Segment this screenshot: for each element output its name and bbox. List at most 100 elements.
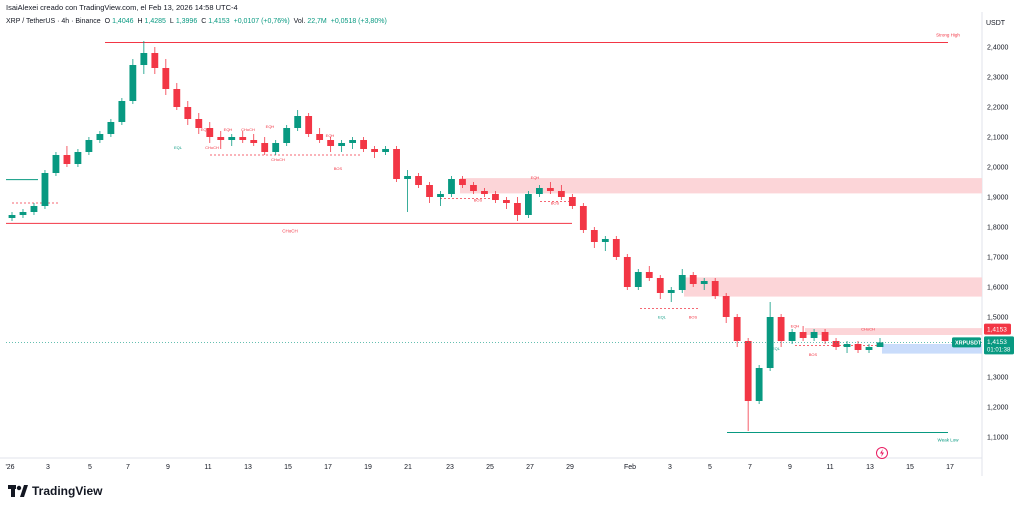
price-tick-label: 1,9000 bbox=[987, 195, 1009, 202]
candle-body bbox=[250, 140, 258, 143]
candle-body bbox=[8, 215, 16, 218]
time-tick-label: 13 bbox=[866, 464, 874, 471]
candle-body bbox=[437, 194, 444, 197]
candle-body bbox=[327, 140, 335, 146]
structure-label: EQL bbox=[658, 315, 667, 320]
time-tick-label: 19 bbox=[364, 464, 372, 471]
level-label: CHoCH bbox=[282, 228, 298, 233]
supply-zone bbox=[805, 328, 982, 335]
structure-label: CHoCH bbox=[205, 145, 219, 150]
candle-body bbox=[854, 344, 862, 350]
candle-body bbox=[788, 332, 796, 341]
volume-change: +0,0518 (+3,80%) bbox=[330, 18, 387, 25]
structure-label: EQH bbox=[224, 127, 233, 132]
candle-body bbox=[195, 119, 203, 128]
candle-body bbox=[810, 332, 818, 338]
structure-label: BOS bbox=[809, 352, 818, 357]
candle-body bbox=[667, 290, 675, 293]
candle-body bbox=[41, 173, 49, 206]
candle-body bbox=[184, 107, 192, 119]
candle-body bbox=[294, 116, 302, 128]
volume-value: 22,7M bbox=[307, 18, 327, 25]
candle-body bbox=[459, 179, 466, 185]
ohlc-low-label: L bbox=[169, 18, 174, 25]
symbol-tag bbox=[952, 337, 981, 348]
level-label: Weak Low bbox=[938, 438, 960, 443]
time-tick-label: 29 bbox=[566, 464, 574, 471]
structure-label: EQL bbox=[772, 346, 781, 351]
structure-label: EQH bbox=[326, 133, 335, 138]
candle-body bbox=[568, 197, 576, 206]
price-tick-label: 1,6000 bbox=[987, 285, 1009, 292]
candle-body bbox=[151, 53, 159, 68]
candle-body bbox=[755, 368, 763, 401]
price-tick-label: 1,2000 bbox=[987, 405, 1009, 412]
structure-label: CHoCH bbox=[861, 327, 875, 332]
supply-zone bbox=[684, 277, 982, 297]
time-tick-label: 13 bbox=[244, 464, 252, 471]
candle-body bbox=[711, 281, 719, 296]
symbol-title[interactable]: XRP / TetherUS · 4h · Binance bbox=[6, 18, 101, 25]
structure-label: BOS bbox=[334, 166, 343, 171]
candle-body bbox=[524, 194, 532, 215]
ohlc-low: 1,3996 bbox=[175, 18, 198, 25]
candle-body bbox=[777, 317, 785, 341]
time-tick-label: Feb bbox=[624, 464, 636, 471]
structure-label: EQH bbox=[791, 324, 800, 329]
ohlc-close: 1,4153 bbox=[208, 18, 230, 25]
candle-body bbox=[481, 191, 488, 194]
candle-body bbox=[426, 185, 433, 197]
candle-body bbox=[96, 134, 104, 140]
candle-body bbox=[700, 281, 708, 284]
bolt-glyph-icon bbox=[880, 449, 884, 457]
candle-body bbox=[645, 272, 653, 278]
candle-body bbox=[393, 149, 400, 179]
tradingview-brand[interactable]: TradingView bbox=[8, 484, 102, 498]
candle-body bbox=[601, 239, 609, 242]
candle-body bbox=[261, 143, 269, 152]
ohlc-high-label: H bbox=[137, 18, 143, 25]
candle-body bbox=[799, 332, 807, 338]
candle-body bbox=[415, 176, 422, 185]
candle-body bbox=[118, 101, 126, 122]
structure-label: EQH bbox=[266, 124, 275, 129]
time-tick-label: 17 bbox=[946, 464, 954, 471]
candle-body bbox=[30, 206, 38, 212]
candle-body bbox=[316, 134, 324, 140]
time-tick-label: 7 bbox=[748, 464, 752, 471]
candle-body bbox=[557, 191, 565, 197]
candle-body bbox=[634, 272, 642, 287]
price-tick-label: 2,4000 bbox=[987, 45, 1009, 52]
candle-body bbox=[514, 203, 521, 215]
candle-body bbox=[503, 200, 510, 203]
price-tick-label: 2,3000 bbox=[987, 75, 1009, 82]
candle-body bbox=[173, 89, 181, 107]
candle-body bbox=[140, 53, 148, 65]
candle-body bbox=[678, 275, 686, 290]
candle-body bbox=[272, 143, 280, 152]
ohlc-open-label: O bbox=[104, 18, 111, 25]
price-tick-label: 1,7000 bbox=[987, 255, 1009, 262]
time-tick-label: '26 bbox=[5, 464, 14, 471]
candle-body bbox=[448, 179, 455, 194]
time-tick-label: 17 bbox=[324, 464, 332, 471]
candle-body bbox=[865, 347, 873, 350]
candle-body bbox=[338, 143, 346, 146]
candle-body bbox=[162, 68, 170, 89]
candle-body bbox=[744, 341, 752, 401]
candle-body bbox=[360, 140, 368, 149]
candle-body bbox=[546, 188, 554, 191]
tradingview-logo-icon bbox=[8, 485, 28, 497]
time-tick-label: 7 bbox=[126, 464, 130, 471]
structure-label: CHoCH bbox=[271, 157, 285, 162]
currency-label[interactable]: USDT bbox=[986, 20, 1006, 27]
ohlc-high: 1,4285 bbox=[144, 18, 166, 25]
structure-label: BOS bbox=[689, 315, 698, 320]
price-tick-label: 2,2000 bbox=[987, 105, 1009, 112]
candle-body bbox=[371, 149, 378, 152]
candle-body bbox=[535, 188, 543, 194]
structure-label: EQL bbox=[174, 145, 183, 150]
